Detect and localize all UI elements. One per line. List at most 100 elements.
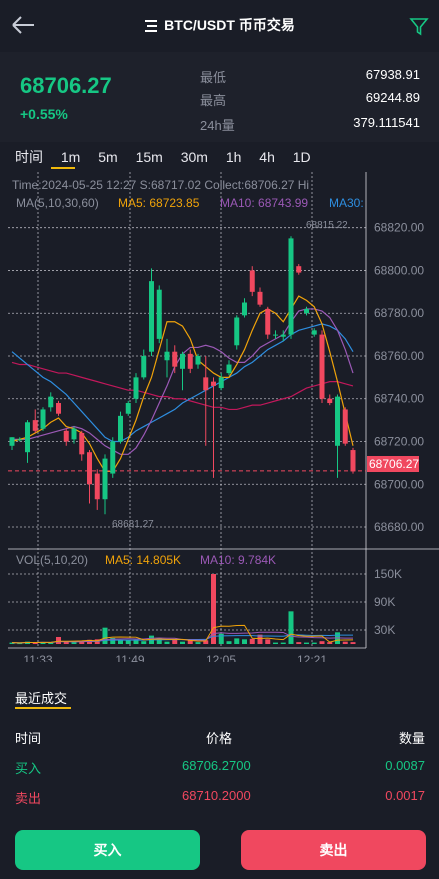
price-tick-label: 68740.00	[374, 392, 424, 406]
volume-bar	[350, 642, 356, 644]
volume-tick-label: 90K	[374, 595, 395, 609]
volume-bar	[79, 641, 85, 644]
price-tick-label: 68780.00	[374, 306, 424, 320]
candle-body	[79, 432, 85, 455]
volume-bar	[118, 640, 123, 644]
candle-body	[257, 291, 263, 305]
volume-bar	[156, 638, 162, 644]
candle-body	[234, 317, 240, 346]
tab-1m[interactable]: 1m	[60, 149, 81, 165]
menu-icon[interactable]	[144, 19, 158, 33]
trade-qty: 0.0017	[385, 788, 425, 803]
volume-bar	[280, 642, 286, 644]
volume-bar	[319, 641, 325, 644]
trade-price: 68706.2700	[182, 758, 251, 773]
candle-body	[125, 403, 131, 414]
high-marker: 68815.22	[306, 220, 348, 231]
candle-body	[195, 355, 201, 365]
vol-label: VOL(5,10,20)	[16, 553, 88, 567]
price-change: +0.55%	[20, 106, 68, 122]
candle-body	[149, 281, 154, 352]
candle-body	[327, 398, 333, 404]
candle-body	[218, 377, 224, 389]
volume-bar	[102, 627, 108, 644]
volume-bar	[110, 637, 116, 644]
sell-button[interactable]: 卖出	[241, 830, 426, 870]
high-label: 最高	[200, 93, 227, 108]
candle-body	[180, 353, 185, 369]
arrow-left-icon[interactable]	[10, 12, 36, 38]
candle-body	[172, 351, 178, 367]
volume-bar	[234, 638, 240, 644]
recent-trades-title[interactable]: 最近成交	[15, 691, 68, 706]
price-tick-label: 68800.00	[374, 263, 424, 277]
time-tick-label: 11:49	[115, 653, 144, 662]
volume-bar	[195, 642, 201, 644]
volume-value: 379.111541	[353, 115, 420, 130]
candle-body	[133, 377, 139, 399]
tab-time[interactable]: 时间	[15, 149, 43, 165]
candle-body	[311, 330, 317, 335]
candle-body	[48, 396, 54, 408]
trade-side: 买入	[15, 761, 42, 776]
candle-body	[335, 396, 340, 446]
tab-15m[interactable]: 15m	[135, 149, 163, 165]
candle-body	[17, 439, 23, 441]
col-qty-header: 数量	[398, 731, 425, 746]
col-price-header: 价格	[206, 731, 233, 746]
candle-body	[304, 308, 309, 314]
time-tick-label: 12:21	[297, 653, 327, 662]
buy-button[interactable]: 买入	[15, 830, 200, 870]
ma5-line	[11, 295, 354, 473]
price-tick-label: 68820.00	[374, 221, 424, 235]
volume-bar	[296, 642, 302, 644]
candle-body	[273, 334, 278, 336]
page-title-wrap: BTC/USDT 币币交易	[0, 15, 439, 35]
volume-bar	[311, 642, 317, 644]
candle-body	[156, 289, 162, 339]
price-tick-label: 68700.00	[374, 477, 424, 491]
volume-bar	[249, 638, 255, 644]
volume-tick-label: 30K	[374, 623, 395, 637]
tab-30m[interactable]: 30m	[180, 149, 208, 165]
volume-bar	[342, 641, 348, 644]
price-tick-label: 68760.00	[374, 349, 424, 363]
candle-body	[226, 364, 232, 374]
candle-body	[71, 428, 77, 440]
volume-bar	[203, 640, 209, 644]
tab-1d[interactable]: 1D	[292, 149, 311, 165]
volume-bar	[211, 574, 216, 644]
candle-body	[319, 334, 325, 399]
low-label: 最低	[200, 70, 227, 85]
volume-bar	[56, 637, 61, 644]
filter-icon[interactable]	[409, 16, 429, 36]
trade-price: 68710.2000	[182, 788, 251, 803]
ma5-label: MA5: 68723.85	[118, 196, 200, 210]
candle-body	[265, 308, 271, 335]
ma-label: MA(5,10,30,60)	[16, 196, 99, 210]
tab-4h[interactable]: 4h	[259, 149, 275, 165]
trade-side: 卖出	[15, 791, 42, 806]
candle-body	[32, 420, 38, 431]
ma10-label: MA10: 68743.99	[220, 196, 308, 210]
candle-body	[118, 415, 123, 442]
ma30-line	[11, 323, 354, 443]
price-tick-label: 68720.00	[374, 435, 424, 449]
ma30-label: MA30:	[329, 196, 364, 210]
candle-body	[87, 452, 92, 485]
candle-body	[280, 334, 286, 337]
volume-bar	[327, 642, 333, 644]
volume-bar	[48, 642, 54, 644]
volume-bar	[257, 634, 263, 644]
volume-bar	[218, 633, 224, 644]
volume-bar	[141, 641, 147, 644]
volume-bar	[288, 611, 294, 644]
volume-bar	[304, 642, 309, 644]
tab-1h[interactable]: 1h	[225, 149, 242, 165]
vol-ma5-label: MA5: 14.805K	[105, 553, 181, 567]
candlestick-chart[interactable]: 68820.00 68800.00 68780.00 68760.00 68740.00…	[0, 172, 439, 662]
tab-5m[interactable]: 5m	[98, 149, 118, 165]
candle-body	[141, 355, 147, 378]
volume-bar	[63, 641, 69, 644]
volume-bar	[187, 640, 193, 644]
